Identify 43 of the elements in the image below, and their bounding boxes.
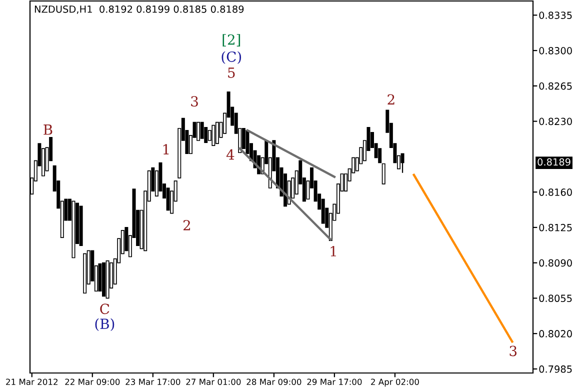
- annotation: 1: [330, 246, 336, 256]
- x-tick-label: 22 Mar 09:00: [65, 378, 120, 386]
- candlestick: [102, 262, 106, 297]
- x-tick-label: 23 Mar 17:00: [126, 378, 180, 386]
- annotation: 3: [510, 346, 517, 356]
- annotation: 3: [191, 96, 198, 107]
- y-tick-label: 0.8265: [539, 82, 572, 90]
- candlestick: [83, 253, 87, 294]
- candlestick: [200, 122, 204, 139]
- candlestick: [196, 122, 200, 141]
- annotation: 2: [183, 220, 190, 230]
- y-tick-label: 0.8230: [539, 118, 572, 126]
- text: 0.8189: [538, 158, 570, 166]
- candlestick: [215, 122, 219, 144]
- y-tick-label: 0.8300: [539, 47, 572, 54]
- x-tick-label: 21 Mar 2012: [6, 378, 58, 386]
- y-tick-label: 0.8125: [539, 224, 572, 232]
- candlestick: [106, 260, 110, 299]
- chart-title: NZDUSD,H1 0.8192 0.8199 0.8185 0.8189: [34, 5, 244, 14]
- y-tick-label: 0.7985: [539, 365, 572, 373]
- candlestick: [382, 163, 386, 184]
- candlestick: [212, 124, 216, 146]
- annotation: 2: [388, 94, 394, 105]
- x-tick-label: 29 Mar 17:00: [307, 378, 362, 386]
- candlestick: [79, 206, 83, 246]
- x-tick-label: 2 Apr 02:00: [371, 378, 419, 387]
- candlestick: [166, 188, 170, 211]
- annotation: 5: [228, 68, 235, 78]
- y-tick-label: 0.8335: [539, 12, 572, 19]
- annotation: 1: [163, 144, 169, 154]
- annotation: [2]: [222, 34, 240, 46]
- y-tick-label: 0.8090: [539, 259, 572, 267]
- annotation: B: [44, 124, 52, 135]
- annotation: (B): [95, 318, 114, 332]
- y-tick-label: 0.8055: [539, 294, 572, 302]
- x-tick-label: 27 Mar 01:00: [186, 378, 241, 386]
- x-tick-label: 28 Mar 09:00: [246, 378, 302, 386]
- y-tick-label: 0.8020: [539, 330, 572, 338]
- candlestick: [400, 153, 404, 174]
- annotation: C: [100, 304, 110, 314]
- y-tick-label: 0.8160: [539, 188, 572, 196]
- annotation: (C): [222, 51, 242, 64]
- annotation: 4: [226, 149, 234, 160]
